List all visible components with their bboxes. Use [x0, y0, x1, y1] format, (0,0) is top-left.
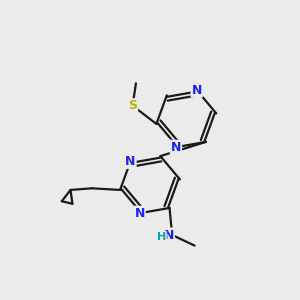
Text: N: N	[191, 84, 202, 97]
Text: N: N	[125, 155, 136, 168]
Text: N: N	[171, 141, 181, 154]
Text: N: N	[164, 229, 174, 242]
Text: H: H	[157, 232, 166, 242]
Text: S: S	[128, 99, 137, 112]
Text: N: N	[134, 207, 145, 220]
